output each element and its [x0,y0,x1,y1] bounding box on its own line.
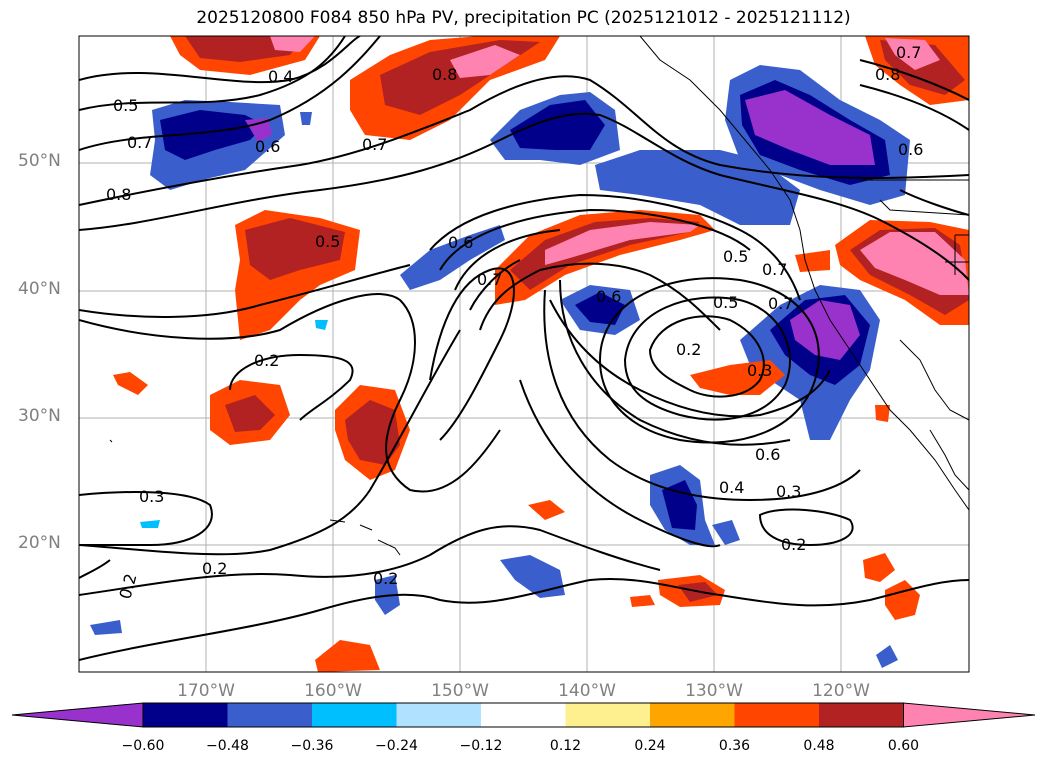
contour-label: 0.6 [898,140,923,159]
lon-label: 160°W [304,681,362,701]
colorbar-segment [143,703,228,727]
lon-label: 150°W [431,681,489,701]
contour-label: 0.6 [448,233,473,252]
pv-contours [79,36,969,661]
colorbar-tick-label: −0.60 [121,738,165,754]
colorbar-tick-label: −0.36 [290,738,334,754]
contour-label: 0.5 [315,232,340,251]
contour-label: 0.3 [747,361,772,380]
contour-label: 0.6 [596,287,621,306]
contour-label: 0.2 [676,340,701,359]
contour-label: 0.3 [776,482,801,501]
colorbar-tick-label: 0.48 [803,738,835,754]
colorbar-tick-label: 0.60 [887,738,920,754]
colorbar-segment [481,703,566,727]
map-border [78,35,970,673]
contour-label: 0.7 [477,270,502,289]
colorbar-segment [819,703,904,727]
lon-label: 130°W [685,681,743,701]
colorbar-tick-label: −0.48 [206,738,249,754]
colorbar-tick-label: −0.12 [459,738,503,754]
contour-label: 0.2 [781,535,806,554]
contour-label: 0.7 [127,133,152,152]
colorbar-tick-label: −0.24 [375,738,418,754]
colorbar-border [142,702,904,728]
colorbar-arrow-right [903,702,1036,728]
colorbar-segment [312,703,397,727]
colorbar-segment [396,703,482,727]
contour-label: 0.5 [723,247,748,266]
contour-label: 0.7 [768,294,793,313]
lat-label: 20°N [18,533,61,553]
contour-label: 0.6 [255,137,280,156]
lat-label: 30°N [18,406,61,426]
contour-label: 0.2 [254,351,279,370]
contour-label: 0.7 [362,135,387,154]
colorbar-segment [734,703,820,727]
colorbar-segment [565,703,651,727]
colorbar-tick-label: 0.24 [634,738,666,754]
lon-label: 120°W [812,681,870,701]
lon-label: 170°W [177,681,235,701]
contour-label: 0.5 [113,96,138,115]
contour-label: 0.5 [713,293,738,312]
colorbar [11,702,1036,728]
contour-label: 0.7 [762,260,787,279]
coastlines [109,36,969,556]
colorbar-tick-label: 0.36 [718,738,751,754]
lat-label: 40°N [18,279,61,299]
contour-label: 0.4 [268,67,293,86]
contour-label: 0.4 [719,478,744,497]
contour-label: 0.6 [755,445,780,464]
contour-label: 0.3 [139,487,164,506]
contour-label: 0.8 [875,65,900,84]
colorbar-segment [227,703,313,727]
contour-label: 0.2 [373,569,398,588]
colorbar-arrow-left [11,702,144,728]
contour-label: 0.8 [106,185,131,204]
lon-label: 140°W [558,681,616,701]
contour-label: 0.7 [896,43,921,62]
contour-label: 0.8 [432,65,457,84]
figure-title: 2025120800 F084 850 hPa PV, precipitatio… [196,8,851,28]
colorbar-tick-label: 0.12 [549,738,582,754]
lat-label: 50°N [18,151,61,171]
contour-label: 0.2 [202,559,227,578]
colorbar-segment [650,703,735,727]
contour-labels: 0.4 0.5 0.7 0.8 0.6 0.7 0.5 0.6 0.7 0.6 … [106,43,923,601]
